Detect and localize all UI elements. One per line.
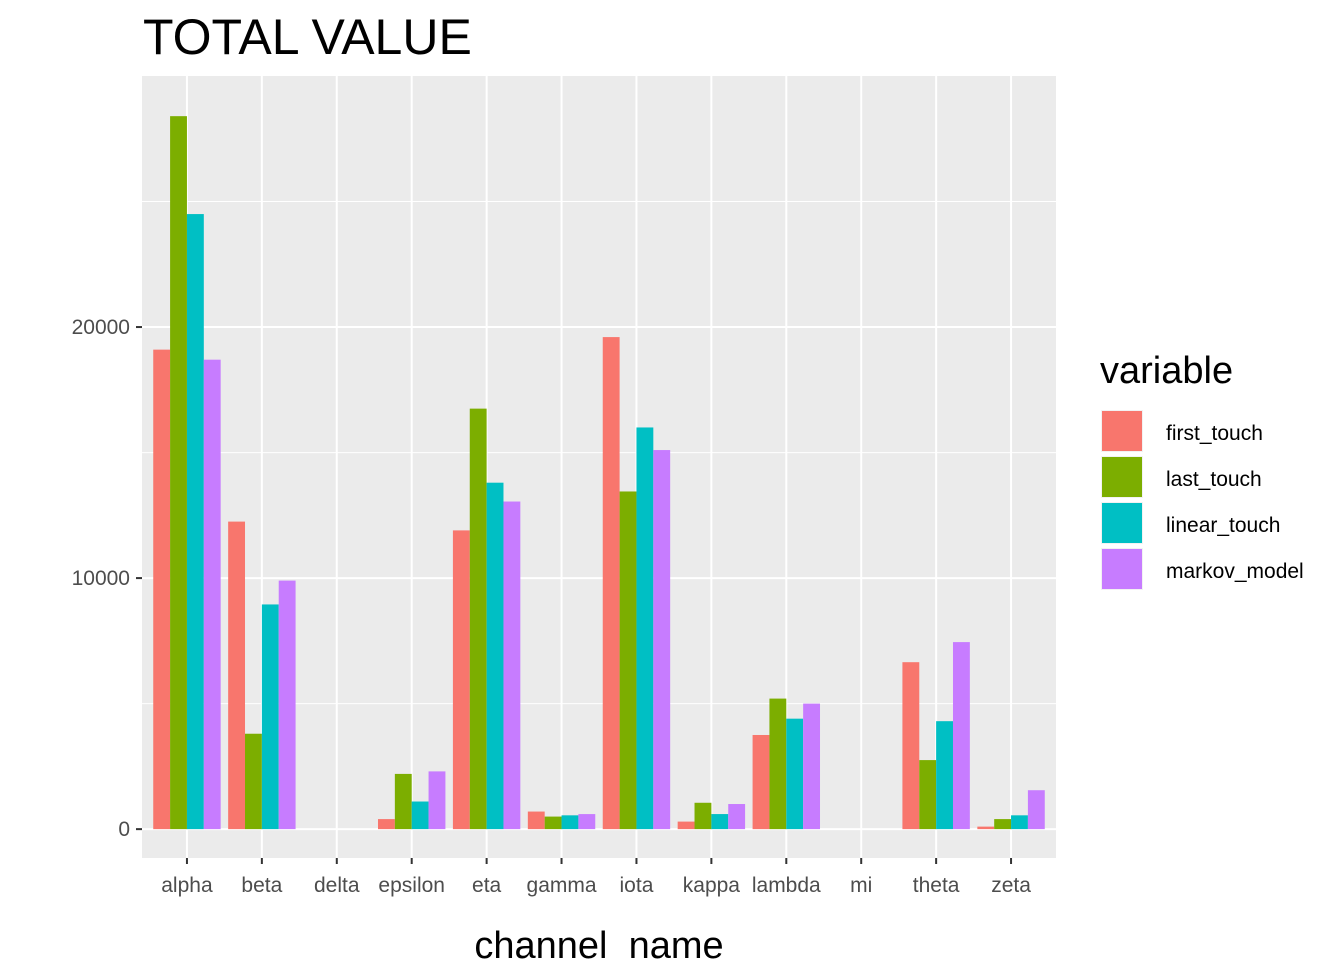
bar-linear_touch-kappa <box>711 814 729 830</box>
y-tick-label: 10000 <box>72 567 130 590</box>
bar-markov_model-eta <box>503 501 521 830</box>
bar-linear_touch-theta <box>936 721 953 830</box>
bar-markov_model-epsilon <box>428 771 446 830</box>
legend-key-linear_touch <box>1102 503 1142 543</box>
y-axis: 0 10000 20000 <box>72 316 142 841</box>
x-tick-label: theta <box>913 874 960 897</box>
bar-last_touch-lambda <box>769 698 787 830</box>
bar-linear_touch-alpha <box>186 214 204 830</box>
bar-first_touch-beta <box>228 521 246 830</box>
bar-first_touch-kappa <box>677 821 695 830</box>
x-tick-label: beta <box>241 874 282 897</box>
x-tick-label: gamma <box>527 874 597 897</box>
bar-linear_touch-beta <box>261 604 279 830</box>
bars <box>153 116 1045 830</box>
x-tick-label: alpha <box>161 874 213 897</box>
bar-last_touch-gamma <box>544 816 562 830</box>
bar-last_touch-epsilon <box>394 773 412 830</box>
x-tick-label: zeta <box>991 874 1031 897</box>
legend-key-first_touch <box>1102 411 1142 451</box>
x-tick-label: delta <box>314 874 360 897</box>
bar-first_touch-iota <box>602 337 620 830</box>
bar-first_touch-zeta <box>977 826 995 830</box>
bar-linear_touch-gamma <box>561 815 579 830</box>
bar-markov_model-kappa <box>728 804 746 830</box>
bar-markov_model-lambda <box>803 703 821 830</box>
bar-linear_touch-iota <box>636 427 654 830</box>
chart-title: TOTAL VALUE <box>143 9 472 65</box>
bar-linear_touch-eta <box>486 482 504 830</box>
x-tick-label: kappa <box>683 874 741 897</box>
bar-markov_model-theta <box>952 642 970 830</box>
y-tick-label: 0 <box>118 818 130 841</box>
legend-title: variable <box>1100 350 1233 392</box>
bar-linear_touch-lambda <box>786 718 804 830</box>
bar-first_touch-gamma <box>527 811 545 830</box>
x-tick-label: eta <box>472 874 502 897</box>
legend-key-last_touch <box>1102 457 1142 497</box>
x-axis-title: channel_name <box>474 925 723 960</box>
bar-markov_model-zeta <box>1027 790 1045 830</box>
y-tick-label: 20000 <box>72 316 130 339</box>
bar-first_touch-lambda <box>752 734 770 830</box>
bar-last_touch-alpha <box>170 116 187 830</box>
x-tick-label: epsilon <box>378 874 445 897</box>
legend-key-markov_model <box>1102 549 1142 589</box>
bar-first_touch-alpha <box>153 349 171 830</box>
legend-label-markov_model: markov_model <box>1166 560 1304 583</box>
bar-last_touch-iota <box>619 491 637 830</box>
bar-last_touch-eta <box>469 408 487 830</box>
bar-first_touch-theta <box>902 662 920 830</box>
x-tick-label: mi <box>850 874 872 897</box>
legend-label-linear_touch: linear_touch <box>1166 514 1280 537</box>
bar-linear_touch-zeta <box>1011 815 1028 830</box>
bar-last_touch-theta <box>919 760 937 830</box>
bar-last_touch-beta <box>245 733 262 830</box>
bar-first_touch-epsilon <box>377 819 395 830</box>
legend-label-last_touch: last_touch <box>1166 468 1262 491</box>
bar-first_touch-eta <box>452 530 470 830</box>
legend: variable first_touch last_touch linear_tou… <box>1100 350 1304 590</box>
bar-markov_model-alpha <box>203 359 221 830</box>
x-tick-label: iota <box>620 874 654 897</box>
bar-markov_model-gamma <box>578 814 596 830</box>
bar-markov_model-iota <box>653 450 671 830</box>
x-tick-label: lambda <box>752 874 821 897</box>
bar-last_touch-kappa <box>694 802 712 830</box>
bar-last_touch-zeta <box>994 819 1012 830</box>
x-axis: alpha beta delta epsilon eta gamma iota kappa la… <box>161 858 1031 897</box>
legend-label-first_touch: first_touch <box>1166 422 1263 445</box>
bar-linear_touch-epsilon <box>411 801 429 830</box>
bar-markov_model-beta <box>278 580 296 830</box>
